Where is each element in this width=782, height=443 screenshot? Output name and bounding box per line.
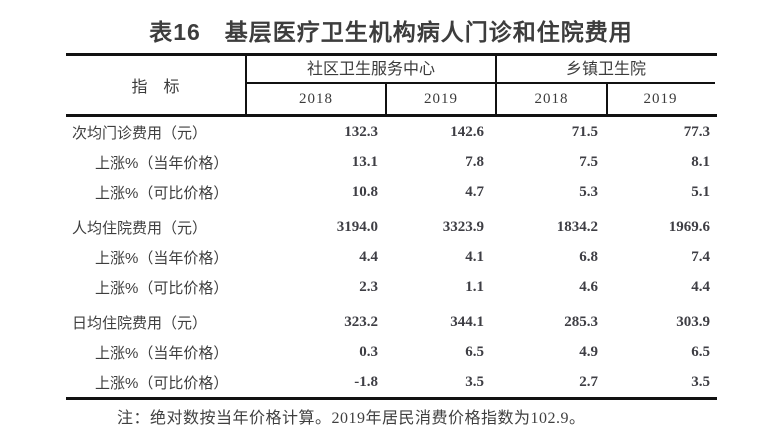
cell-value: 3.5 [691, 373, 710, 390]
cell-value: 285.3 [564, 313, 598, 330]
row-label: 上涨%（可比价格） [95, 279, 229, 297]
table-row: 日均住院费用（元） 323.2 344.1 285.3 303.9 [66, 302, 717, 337]
table-row: 上涨%（可比价格） -1.8 3.5 2.7 3.5 [66, 367, 717, 397]
cell-value: 5.3 [579, 183, 598, 200]
row-label: 人均住院费用（元） [72, 219, 208, 237]
table-row: 上涨%（可比价格） 10.8 4.7 5.3 5.1 [66, 177, 717, 207]
year-header-township-2018: 2018 [497, 84, 608, 114]
year-header-community-2018: 2018 [247, 84, 387, 114]
cell-value: 303.9 [676, 313, 710, 330]
cell-value: 4.4 [359, 248, 378, 265]
year-row-community: 2018 2019 [247, 84, 495, 114]
cell-value: 4.1 [465, 248, 484, 265]
table-row: 上涨%（当年价格） 4.4 4.1 6.8 7.4 [66, 242, 717, 272]
table-header: 指 标 社区卫生服务中心 2018 2019 乡镇卫生院 2018 2019 [66, 53, 717, 117]
table-row: 次均门诊费用（元） 132.3 142.6 71.5 77.3 [66, 117, 717, 147]
group-label-township: 乡镇卫生院 [497, 56, 715, 84]
cell-value: 2.3 [359, 278, 378, 295]
cell-value: 344.1 [450, 313, 484, 330]
header-group-township: 乡镇卫生院 2018 2019 [497, 56, 715, 114]
cell-value: 1834.2 [556, 218, 598, 235]
row-label: 日均住院费用（元） [72, 314, 208, 332]
group-label-community: 社区卫生服务中心 [247, 56, 495, 84]
cell-value: 4.6 [579, 278, 598, 295]
cell-value: 3194.0 [336, 218, 378, 235]
cell-value: 323.2 [344, 313, 378, 330]
cell-value: 1.1 [465, 278, 484, 295]
cell-value: -1.8 [354, 373, 378, 390]
cell-value: 77.3 [683, 123, 710, 140]
row-label: 上涨%（当年价格） [95, 154, 229, 172]
row-label: 上涨%（可比价格） [95, 374, 229, 392]
cell-value: 8.1 [691, 153, 710, 170]
cell-value: 6.5 [691, 343, 710, 360]
table-title: 表16 基层医疗卫生机构病人门诊和住院费用 [149, 19, 633, 45]
cell-value: 10.8 [351, 183, 378, 200]
cell-value: 0.3 [359, 343, 378, 360]
header-indicator: 指 标 [66, 56, 247, 114]
cell-value: 1969.6 [668, 218, 710, 235]
cell-value: 132.3 [344, 123, 378, 140]
cell-value: 2.7 [579, 373, 598, 390]
table-body: 次均门诊费用（元） 132.3 142.6 71.5 77.3 上涨%（当年价格… [66, 117, 717, 400]
row-label: 上涨%（可比价格） [95, 184, 229, 202]
cell-value: 7.4 [691, 248, 710, 265]
row-label: 次均门诊费用（元） [72, 124, 208, 142]
row-label: 上涨%（当年价格） [95, 249, 229, 267]
cell-value: 142.6 [450, 123, 484, 140]
cell-value: 4.7 [465, 183, 484, 200]
year-header-community-2019: 2019 [424, 91, 458, 107]
cell-value: 7.8 [465, 153, 484, 170]
table-row: 人均住院费用（元） 3194.0 3323.9 1834.2 1969.6 [66, 207, 717, 242]
footnote: 注：绝对数按当年价格计算。2019年居民消费价格指数为102.9。 [117, 410, 586, 427]
table-row: 上涨%（当年价格） 13.1 7.8 7.5 8.1 [66, 147, 717, 177]
table-row: 上涨%（可比价格） 2.3 1.1 4.6 4.4 [66, 272, 717, 302]
statistics-table: 指 标 社区卫生服务中心 2018 2019 乡镇卫生院 2018 2019 次… [66, 53, 717, 400]
cell-value: 7.5 [579, 153, 598, 170]
header-group-community: 社区卫生服务中心 2018 2019 [247, 56, 497, 114]
cell-value: 3.5 [465, 373, 484, 390]
cell-value: 5.1 [691, 183, 710, 200]
table-row: 上涨%（当年价格） 0.3 6.5 4.9 6.5 [66, 337, 717, 367]
row-label: 上涨%（当年价格） [95, 344, 229, 362]
cell-value: 4.9 [579, 343, 598, 360]
cell-value: 6.5 [465, 343, 484, 360]
cell-value: 13.1 [351, 153, 378, 170]
cell-value: 6.8 [579, 248, 598, 265]
cell-value: 4.4 [691, 278, 710, 295]
year-row-township: 2018 2019 [497, 84, 715, 114]
year-header-township-2019: 2019 [643, 91, 678, 107]
cell-value: 71.5 [571, 123, 598, 140]
cell-value: 3323.9 [442, 218, 484, 235]
